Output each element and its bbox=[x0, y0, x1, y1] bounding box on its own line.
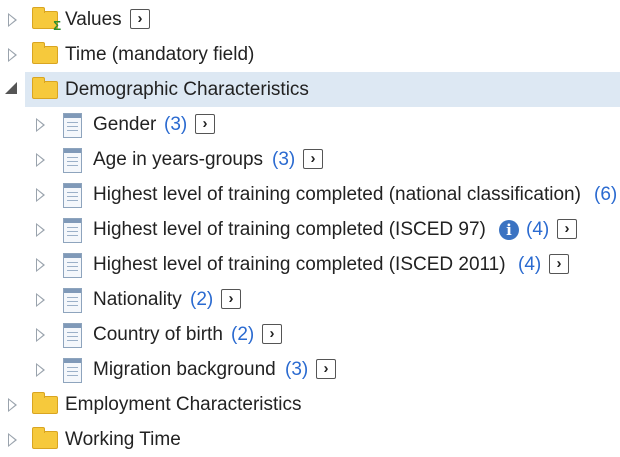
variable-doc-icon bbox=[63, 358, 82, 383]
folder-icon bbox=[32, 77, 58, 99]
tree-node-employment[interactable]: Employment Characteristics bbox=[0, 387, 320, 422]
tree-node-age[interactable]: Age in years-groups (3) › bbox=[0, 142, 340, 177]
tree-node-country-of-birth[interactable]: Country of birth (2) › bbox=[0, 317, 300, 352]
tree-node-training-isced2011[interactable]: Highest level of training completed (ISC… bbox=[0, 247, 600, 282]
expand-arrow-icon[interactable] bbox=[36, 118, 45, 132]
folder-icon bbox=[32, 42, 58, 64]
tree-node-training-national[interactable]: Highest level of training completed (nat… bbox=[0, 177, 620, 212]
tree-node-training-isced97[interactable]: Highest level of training completed (ISC… bbox=[0, 212, 600, 247]
value-count: (6) bbox=[594, 184, 618, 205]
variable-doc-icon bbox=[63, 113, 82, 138]
tree-node-migration[interactable]: Migration background (3) › bbox=[0, 352, 350, 387]
node-label[interactable]: Migration background bbox=[93, 359, 276, 380]
info-icon[interactable]: i bbox=[499, 220, 519, 240]
value-count: (2) bbox=[190, 289, 214, 310]
expand-arrow-icon[interactable] bbox=[36, 258, 45, 272]
expand-arrow-icon[interactable] bbox=[36, 363, 45, 377]
value-count: (2) bbox=[231, 324, 255, 345]
node-label[interactable]: Nationality bbox=[93, 289, 182, 310]
value-count: (3) bbox=[164, 114, 188, 135]
tree-node-working-time[interactable]: Working Time bbox=[0, 422, 200, 457]
sigma-icon: Σ bbox=[53, 18, 61, 33]
expand-arrow-icon[interactable] bbox=[36, 188, 45, 202]
folder-icon bbox=[32, 427, 58, 449]
value-count: (4) bbox=[518, 254, 542, 275]
tree-node-values[interactable]: Σ Values › bbox=[0, 2, 160, 37]
node-label[interactable]: Age in years-groups bbox=[93, 149, 264, 170]
variable-doc-icon bbox=[63, 323, 82, 348]
node-label[interactable]: Employment Characteristics bbox=[65, 394, 302, 415]
expand-arrow-icon[interactable] bbox=[8, 48, 17, 62]
node-label[interactable]: Country of birth bbox=[93, 324, 223, 345]
variable-doc-icon bbox=[63, 148, 82, 173]
collapse-arrow-icon[interactable] bbox=[5, 82, 17, 94]
variable-doc-icon bbox=[63, 218, 82, 243]
variable-doc-icon bbox=[63, 183, 82, 208]
value-count: (4) bbox=[526, 219, 550, 240]
go-to-node-button[interactable]: › bbox=[303, 149, 323, 169]
tree-node-nationality[interactable]: Nationality (2) › bbox=[0, 282, 260, 317]
go-to-node-button[interactable]: › bbox=[262, 324, 282, 344]
node-label[interactable]: Values bbox=[65, 9, 122, 30]
variable-doc-icon bbox=[63, 288, 82, 313]
node-label[interactable]: Working Time bbox=[65, 429, 181, 450]
tree-node-time[interactable]: Time (mandatory field) bbox=[0, 37, 300, 72]
tree-node-demographic[interactable]: Demographic Characteristics bbox=[5, 72, 620, 107]
node-label[interactable]: Highest level of training completed (nat… bbox=[93, 184, 581, 205]
go-to-node-button[interactable]: › bbox=[221, 289, 241, 309]
folder-icon bbox=[32, 392, 58, 414]
expand-arrow-icon[interactable] bbox=[36, 293, 45, 307]
expand-arrow-icon[interactable] bbox=[36, 223, 45, 237]
node-label[interactable]: Gender bbox=[93, 114, 157, 135]
tree-node-gender[interactable]: Gender (3) › bbox=[0, 107, 230, 142]
expand-arrow-icon[interactable] bbox=[8, 433, 17, 447]
expand-arrow-icon[interactable] bbox=[36, 328, 45, 342]
expand-arrow-icon[interactable] bbox=[8, 398, 17, 412]
go-to-node-button[interactable]: › bbox=[316, 359, 336, 379]
go-to-node-button[interactable]: › bbox=[549, 254, 569, 274]
expand-arrow-icon[interactable] bbox=[36, 153, 45, 167]
expand-arrow-icon[interactable] bbox=[8, 13, 17, 27]
value-count: (3) bbox=[272, 149, 296, 170]
node-label[interactable]: Time (mandatory field) bbox=[65, 44, 255, 65]
go-to-node-button[interactable]: › bbox=[557, 219, 577, 239]
node-label[interactable]: Demographic Characteristics bbox=[65, 79, 309, 100]
node-label[interactable]: Highest level of training completed (ISC… bbox=[93, 219, 486, 240]
node-label[interactable]: Highest level of training completed (ISC… bbox=[93, 254, 506, 275]
value-count: (3) bbox=[285, 359, 309, 380]
go-to-node-button[interactable]: › bbox=[195, 114, 215, 134]
go-to-node-button[interactable]: › bbox=[130, 9, 150, 29]
variable-doc-icon bbox=[63, 253, 82, 278]
folder-sum-icon: Σ bbox=[32, 7, 61, 33]
